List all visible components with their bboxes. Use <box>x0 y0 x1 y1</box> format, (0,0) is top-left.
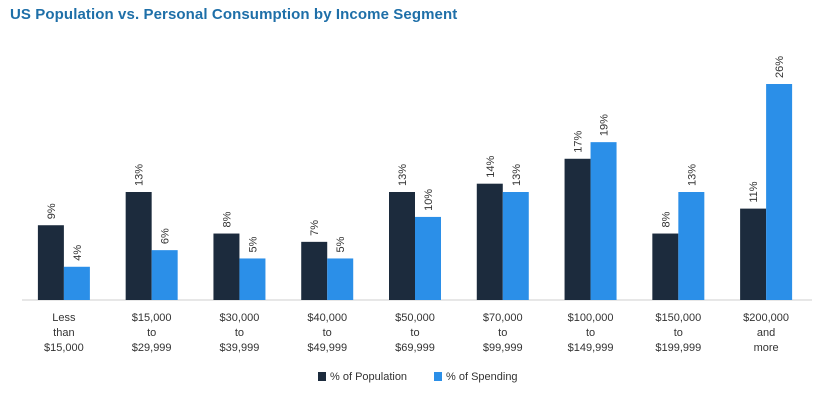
category-label-8-line-1: and <box>757 327 775 339</box>
category-label-3-line-2: $49,999 <box>307 342 347 354</box>
bar-spending-5 <box>502 192 529 300</box>
category-label-3-line-1: to <box>323 327 332 339</box>
data-label-spending-8: 26% <box>774 56 786 78</box>
data-label-population-0: 9% <box>46 203 58 219</box>
bar-spending-8 <box>766 84 793 300</box>
bars-group <box>37 84 793 300</box>
data-label-population-7: 8% <box>660 211 672 227</box>
category-label-2-line-1: to <box>235 327 244 339</box>
legend: % of Population % of Spending <box>318 371 518 383</box>
data-label-population-8: 11% <box>748 181 760 202</box>
category-label-6-line-0: $100,000 <box>568 312 614 324</box>
category-label-4-line-2: $69,999 <box>395 342 435 354</box>
category-label-5-line-0: $70,000 <box>483 312 523 324</box>
data-label-population-5: 14% <box>485 155 497 177</box>
category-label-1-line-1: to <box>147 327 156 339</box>
data-label-spending-1: 6% <box>160 228 172 244</box>
category-label-5-line-2: $99,999 <box>483 342 523 354</box>
category-label-8-line-0: $200,000 <box>743 312 789 324</box>
bar-spending-7 <box>678 192 705 300</box>
bar-population-5 <box>476 183 503 300</box>
legend-swatch-spending <box>434 372 442 381</box>
bar-population-3 <box>301 241 328 300</box>
data-label-spending-0: 4% <box>72 245 84 261</box>
data-label-population-6: 17% <box>573 131 585 153</box>
category-label-7-line-0: $150,000 <box>655 312 701 324</box>
category-label-0-line-0: Less <box>52 312 76 324</box>
category-label-2-line-2: $39,999 <box>220 342 260 354</box>
data-label-population-3: 7% <box>309 220 321 236</box>
category-label-1-line-0: $15,000 <box>132 312 172 324</box>
chart-title: US Population vs. Personal Consumption b… <box>10 6 458 23</box>
data-label-population-1: 13% <box>134 164 146 186</box>
data-label-spending-4: 10% <box>423 189 435 211</box>
bar-population-1 <box>125 192 152 300</box>
category-label-0-line-1: than <box>53 327 74 339</box>
bar-spending-3 <box>327 258 354 300</box>
category-label-5-line-1: to <box>498 327 507 339</box>
bar-population-4 <box>389 192 415 300</box>
category-label-3-line-0: $40,000 <box>307 312 347 324</box>
category-label-8-line-2: more <box>754 342 779 354</box>
category-label-7-line-2: $199,999 <box>655 342 701 354</box>
bar-spending-4 <box>415 216 441 300</box>
bar-spending-6 <box>590 142 617 300</box>
data-label-spending-2: 5% <box>247 236 259 252</box>
bar-population-8 <box>740 208 767 300</box>
bar-spending-0 <box>63 266 90 300</box>
category-label-4-line-0: $50,000 <box>395 312 435 324</box>
data-label-spending-7: 13% <box>686 164 698 186</box>
category-label-0-line-2: $15,000 <box>44 342 84 354</box>
data-label-spending-6: 19% <box>599 114 611 136</box>
bar-spending-2 <box>239 258 266 300</box>
data-labels-group: 9% 4% 13% 6% 8% 5% 7% 5% 13% 10% 14% 13% 17% 19% 8% 13%… <box>46 56 786 261</box>
category-label-7-line-1: to <box>674 327 683 339</box>
bar-population-0 <box>37 225 64 300</box>
category-label-4-line-1: to <box>410 327 419 339</box>
category-label-6-line-1: to <box>586 327 595 339</box>
bar-spending-1 <box>151 250 178 300</box>
legend-label-population: % of Population <box>330 371 407 383</box>
data-label-spending-3: 5% <box>335 236 347 252</box>
bar-population-7 <box>652 233 679 300</box>
legend-swatch-population <box>318 372 326 381</box>
data-label-spending-5: 13% <box>511 164 523 186</box>
bar-population-2 <box>213 233 240 300</box>
category-label-2-line-0: $30,000 <box>220 312 260 324</box>
data-label-population-4: 13% <box>397 164 409 186</box>
legend-label-spending: % of Spending <box>446 371 518 383</box>
category-label-6-line-2: $149,999 <box>568 342 614 354</box>
bar-population-6 <box>564 158 591 300</box>
data-label-population-2: 8% <box>221 211 233 227</box>
category-labels-group: Less than $15,000 $15,000 to $29,999 $30,000 to… <box>44 312 789 354</box>
category-label-1-line-2: $29,999 <box>132 342 172 354</box>
